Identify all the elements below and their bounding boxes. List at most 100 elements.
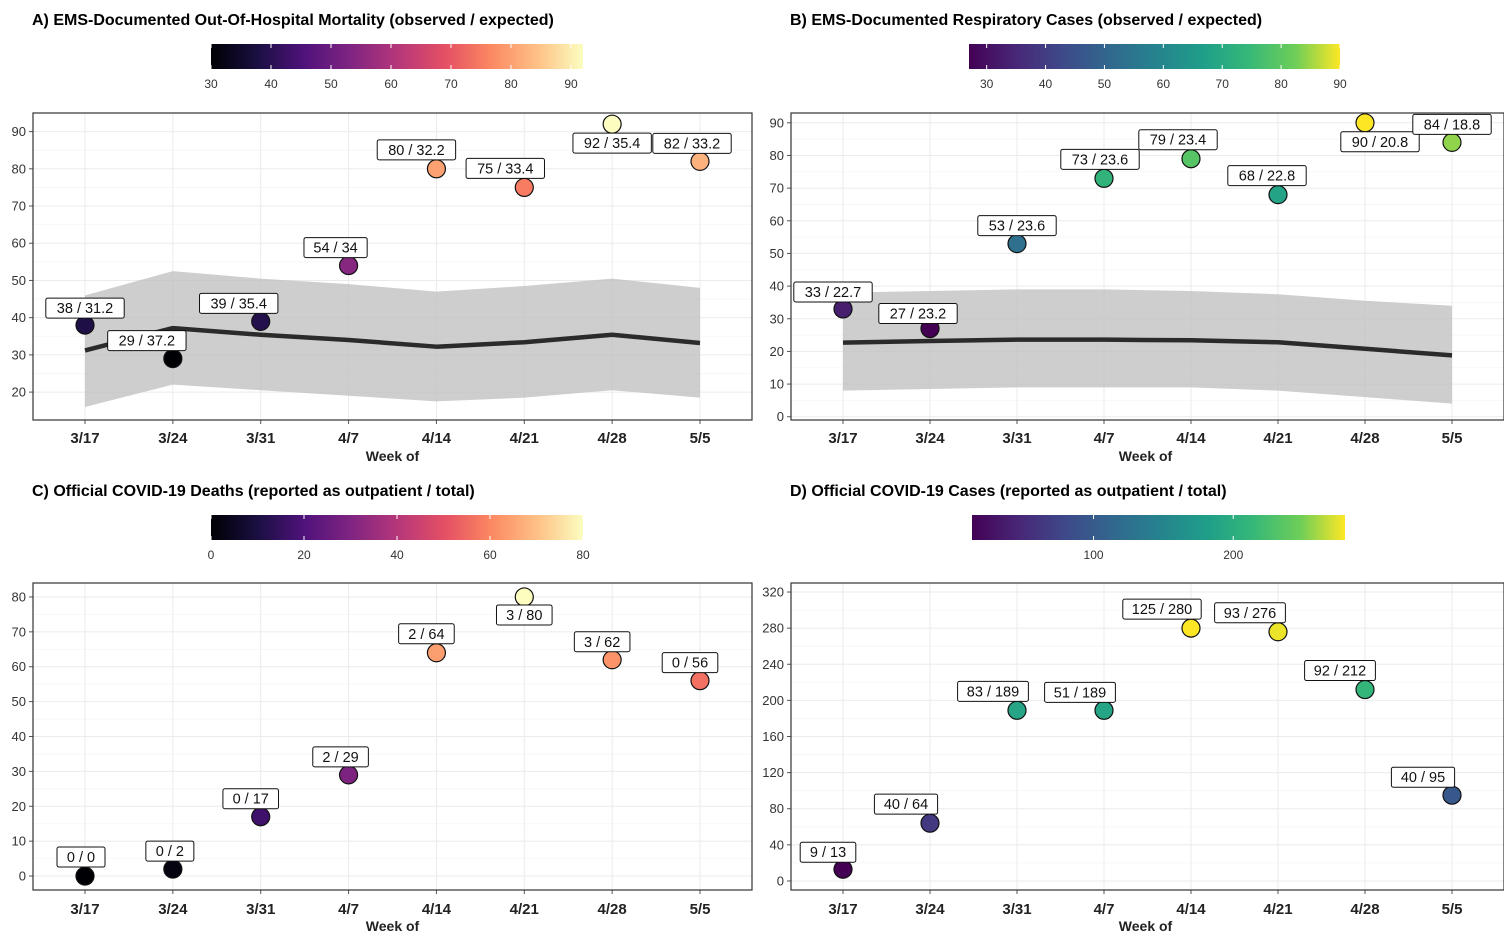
y-tick-label: 60 <box>770 213 784 228</box>
colorbar <box>211 515 583 540</box>
x-tick-label: 5/5 <box>1442 430 1463 447</box>
data-point <box>1007 234 1027 254</box>
y-tick-label: 70 <box>770 181 784 196</box>
colorbar-tick-label: 50 <box>1098 77 1112 91</box>
y-tick-label: 80 <box>770 801 784 816</box>
data-point <box>338 255 359 276</box>
y-tick-label: 80 <box>770 148 784 163</box>
x-tick-label: 4/28 <box>1350 430 1379 447</box>
data-point <box>1094 168 1114 188</box>
data-label-text: 40 / 64 <box>884 797 928 813</box>
data-label-text: 83 / 189 <box>967 684 1019 700</box>
data-label-box <box>652 132 732 154</box>
data-point <box>1442 132 1462 152</box>
colorbar-tick-label: 20 <box>297 548 311 562</box>
data-label-box <box>1044 681 1116 703</box>
panel-a: A) EMS-Documented Out-Of-Hospital Mortal… <box>12 12 753 464</box>
x-tick-label: 3/17 <box>828 901 857 918</box>
colorbar-tick-label: 40 <box>390 548 404 562</box>
data-label: 38 / 31.2 <box>45 297 125 319</box>
colorbar-tick-label: 30 <box>204 77 218 91</box>
data-label-text: 93 / 276 <box>1224 606 1276 622</box>
data-label-box <box>573 631 631 653</box>
y-tick-label: 40 <box>770 279 784 294</box>
plot-border <box>790 112 1504 421</box>
data-label-text: 0 / 17 <box>233 792 269 808</box>
data-label: 33 / 22.7 <box>793 281 873 303</box>
data-label-text: 9 / 13 <box>810 845 846 861</box>
x-tick-label: 4/7 <box>1094 901 1115 918</box>
data-point <box>163 349 183 369</box>
x-tick-label: 3/24 <box>915 901 945 918</box>
panel-c: C) Official COVID-19 Deaths (reported as… <box>12 483 753 934</box>
data-label-box <box>398 623 455 645</box>
x-tick-label: 3/17 <box>70 901 99 918</box>
data-point <box>163 859 183 879</box>
data-label-box <box>1390 766 1456 788</box>
data-label-text: 27 / 23.2 <box>890 307 946 323</box>
y-tick-label: 40 <box>12 310 26 325</box>
colorbar-tick-label: 70 <box>1216 77 1230 91</box>
colorbar-tick-label: 200 <box>1223 548 1243 562</box>
y-tick-label: 50 <box>12 273 26 288</box>
y-tick-label: 20 <box>12 799 26 814</box>
colorbar-tick-label: 80 <box>576 548 590 562</box>
data-label-box <box>222 788 280 810</box>
data-label-text: 3 / 80 <box>506 608 542 624</box>
data-point <box>514 177 534 198</box>
data-label-text: 33 / 22.7 <box>805 285 861 301</box>
data-point <box>1181 149 1201 169</box>
data-point <box>338 765 359 785</box>
data-label-text: 75 / 33.4 <box>477 161 533 177</box>
y-tick-label: 10 <box>12 834 26 849</box>
data-label: 3 / 80 <box>495 604 553 626</box>
x-tick-label: 3/31 <box>1002 901 1031 918</box>
data-point <box>426 643 447 663</box>
data-label: 2 / 64 <box>398 623 455 645</box>
expected-range-band <box>843 289 1452 404</box>
data-label: 93 / 276 <box>1214 602 1286 624</box>
y-tick-label: 0 <box>777 873 784 888</box>
data-label-box <box>1060 148 1140 170</box>
x-axis-label: Week of <box>1119 448 1173 464</box>
data-point <box>833 859 853 879</box>
data-label-text: 79 / 23.4 <box>1150 133 1206 149</box>
data-label: 79 / 23.4 <box>1138 129 1218 151</box>
data-label-text: 0 / 2 <box>156 844 184 860</box>
colorbar-tick-label: 100 <box>1084 548 1104 562</box>
data-label-text: 80 / 32.2 <box>388 143 444 159</box>
x-tick-label: 4/21 <box>1263 901 1292 918</box>
data-label-box <box>957 680 1029 702</box>
data-label: 39 / 35.4 <box>199 292 279 314</box>
colorbar-tick-label: 70 <box>444 77 458 91</box>
x-tick-label: 4/7 <box>338 430 359 447</box>
x-tick-label: 3/31 <box>246 901 275 918</box>
data-label-text: 29 / 37.2 <box>119 334 175 350</box>
data-point <box>75 315 95 335</box>
data-label-box <box>45 297 125 319</box>
data-label-box <box>1412 113 1492 135</box>
data-point <box>920 813 940 833</box>
expected-line <box>84 325 701 353</box>
data-label: 0 / 17 <box>222 788 280 810</box>
y-tick-label: 60 <box>12 659 26 674</box>
y-tick-label: 120 <box>762 765 784 780</box>
data-point <box>251 311 271 331</box>
data-label: 9 / 13 <box>799 841 857 863</box>
y-tick-label: 50 <box>770 246 784 261</box>
x-tick-label: 5/5 <box>690 901 711 918</box>
x-tick-label: 4/14 <box>422 901 452 918</box>
colorbar <box>972 515 1345 540</box>
data-point <box>1268 185 1288 205</box>
data-label-text: 90 / 20.8 <box>1352 135 1408 151</box>
data-label-box <box>878 303 958 325</box>
data-label-box <box>1138 129 1218 151</box>
data-label: 0 / 2 <box>145 840 195 862</box>
x-tick-label: 4/14 <box>422 430 452 447</box>
colorbar-tick-label: 40 <box>264 77 278 91</box>
data-label-box <box>107 330 187 352</box>
data-label-text: 68 / 22.8 <box>1239 169 1295 185</box>
data-label-box <box>145 840 195 862</box>
expected-line <box>842 337 1453 358</box>
data-label-text: 2 / 29 <box>322 750 358 766</box>
